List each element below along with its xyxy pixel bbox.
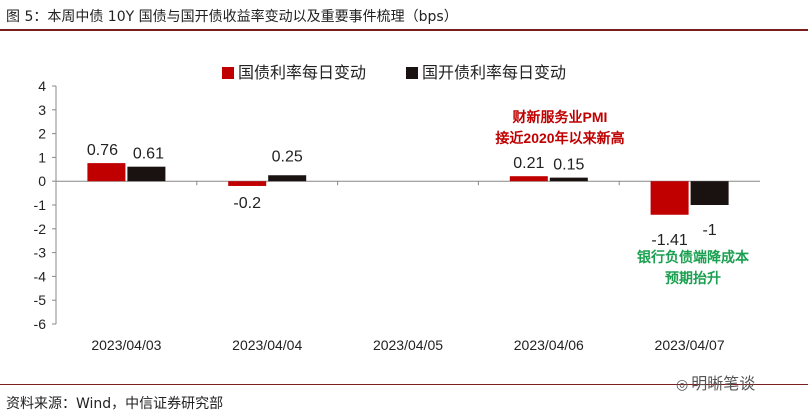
annotation-text: 财新服务业PMI <box>512 109 608 125</box>
data-label: -1 <box>702 222 716 239</box>
y-tick-label: -3 <box>34 245 47 261</box>
x-tick-label: 2023/04/04 <box>232 337 302 353</box>
y-tick-label: -6 <box>34 316 47 332</box>
data-label: 0.21 <box>513 155 544 172</box>
y-tick-label: 4 <box>38 78 46 94</box>
x-tick-label: 2023/04/03 <box>91 337 161 353</box>
y-tick-label: 1 <box>38 149 46 165</box>
legend-label: 国债利率每日变动 <box>238 64 366 82</box>
bar-guokaizhai <box>690 181 729 205</box>
bar-guozhai <box>509 176 548 182</box>
data-label: 0.76 <box>87 142 118 159</box>
x-tick-label: 2023/04/07 <box>655 337 725 353</box>
bar-guozhai <box>650 181 689 215</box>
y-tick-label: 3 <box>38 102 46 118</box>
bar-guokaizhai <box>268 175 307 182</box>
y-tick-label: -4 <box>34 268 47 284</box>
legend-swatch <box>222 67 234 79</box>
data-label: 0.25 <box>272 148 303 165</box>
y-tick-label: 0 <box>38 173 46 189</box>
wechat-icon: ◎ <box>676 377 689 393</box>
y-tick-label: -1 <box>34 197 47 213</box>
bar-guozhai <box>228 181 267 186</box>
y-tick-label: 2 <box>38 126 46 142</box>
legend-swatch <box>406 67 418 79</box>
figure-title: 图 5：本周中债 10Y 国债与国开债收益率变动以及重要事件梳理（bps） <box>6 9 458 25</box>
bar-guozhai <box>87 163 126 182</box>
source-note: 资料来源：Wind，中信证券研究部 <box>6 396 224 412</box>
watermark: ◎ 明晰笔谈 <box>676 374 756 393</box>
annotation-text: 银行负债端降成本 <box>637 249 750 265</box>
bar-guokaizhai <box>549 177 588 182</box>
bottom-rule <box>0 384 808 385</box>
y-tick-label: -2 <box>34 221 47 237</box>
data-label: 0.15 <box>553 157 584 174</box>
x-tick-label: 2023/04/05 <box>373 337 443 353</box>
bar-chart: 4 3 2 1 0 -1 -2 -3 -4 -5 -6 2023/04/03 2023/04/04 202… <box>34 64 760 353</box>
bar-guokaizhai <box>127 166 166 182</box>
x-tick-label: 2023/04/06 <box>514 337 584 353</box>
y-tick-label: -5 <box>34 292 47 308</box>
top-rule <box>0 29 808 31</box>
annotation-text: 预期抬升 <box>665 270 721 286</box>
data-label: -0.2 <box>233 195 261 212</box>
data-label: 0.61 <box>133 146 164 163</box>
legend-label: 国开债利率每日变动 <box>422 64 566 82</box>
annotation-text: 接近2020年以来新高 <box>495 130 624 146</box>
data-label: -1.41 <box>651 232 688 249</box>
